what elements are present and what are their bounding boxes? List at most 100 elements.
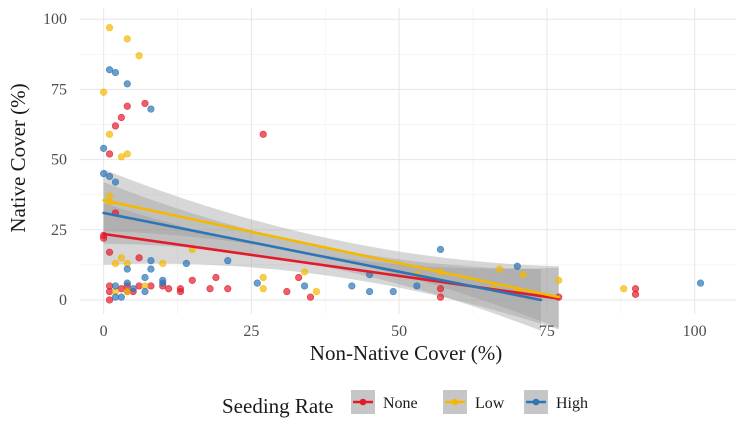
data-point (123, 35, 131, 43)
data-point (123, 150, 131, 158)
data-point (123, 102, 131, 110)
data-point (206, 285, 214, 293)
data-point (224, 257, 232, 265)
data-point (111, 282, 120, 290)
data-point (300, 268, 309, 276)
x-tick-label: 25 (243, 323, 259, 340)
legend-label: None (383, 395, 418, 412)
x-axis-title: Non-Native Cover (%) (310, 341, 502, 365)
data-point (141, 273, 149, 282)
data-point (117, 285, 125, 293)
data-point (117, 153, 125, 161)
data-point (413, 282, 421, 290)
data-point (105, 172, 114, 181)
y-tick-label: 75 (51, 81, 67, 98)
x-tick-label: 100 (683, 323, 707, 340)
data-point (123, 265, 131, 273)
data-point (253, 279, 261, 287)
data-point (306, 293, 315, 301)
data-point (365, 287, 374, 296)
grid (80, 8, 736, 314)
data-point (105, 150, 114, 158)
x-tick-label: 50 (391, 323, 407, 340)
y-tick-label: 50 (51, 152, 67, 169)
data-point (141, 287, 149, 296)
data-point (105, 192, 114, 200)
data-point (555, 276, 563, 284)
data-point (300, 282, 309, 290)
data-point (105, 24, 114, 32)
data-point (100, 144, 108, 152)
data-point (436, 285, 445, 293)
x-tick-label: 75 (539, 323, 555, 340)
data-point (135, 52, 143, 60)
data-point (147, 257, 155, 265)
data-point (111, 68, 120, 77)
data-point (159, 259, 167, 268)
data-point (176, 285, 185, 293)
data-point (147, 105, 155, 113)
data-point (165, 285, 173, 293)
fit-line (102, 199, 561, 299)
data-point (696, 279, 705, 287)
legend: Seeding Rate None Low High (222, 390, 588, 418)
data-point (519, 271, 527, 279)
data-point (123, 279, 131, 287)
data-point (631, 285, 640, 293)
data-point (147, 265, 155, 273)
legend-label: Low (475, 395, 505, 412)
y-axis-title: Native Cover (%) (6, 83, 30, 232)
data-point (123, 80, 131, 88)
data-point (105, 130, 114, 138)
data-point (259, 285, 267, 293)
data-point (389, 287, 397, 296)
data-point (141, 99, 149, 108)
data-point (111, 259, 120, 268)
data-point (100, 88, 108, 96)
data-point (159, 279, 167, 287)
legend-key-point (359, 398, 367, 406)
legend-entries: None Low High (351, 390, 588, 414)
legend-label: High (556, 395, 588, 412)
confidence-bands (103, 169, 559, 331)
data-point (212, 273, 220, 282)
data-point (224, 285, 232, 293)
data-point (188, 276, 196, 284)
data-point (105, 296, 114, 304)
y-tick-label: 100 (43, 11, 67, 28)
data-point (620, 285, 628, 293)
data-point (496, 265, 504, 273)
data-point (283, 287, 291, 296)
fit-lines (102, 199, 561, 302)
data-point (117, 113, 125, 122)
legend-key-point (451, 398, 459, 406)
data-point (312, 287, 320, 296)
data-point (100, 170, 108, 178)
data-point (105, 66, 114, 74)
y-tick-label: 0 (59, 292, 67, 309)
data-point (129, 285, 137, 293)
tick-labels: 0 25 50 75 100 0 25 50 75 100 (43, 11, 707, 340)
data-point (117, 254, 125, 262)
data-point (259, 273, 267, 282)
fit-line (102, 211, 543, 302)
data-point (111, 178, 120, 186)
data-point (135, 254, 143, 262)
data-point (123, 287, 131, 296)
legend-key-point (532, 398, 540, 406)
data-point (436, 293, 445, 301)
data-point (436, 245, 445, 254)
y-tick-label: 25 (51, 222, 67, 239)
data-point (348, 282, 356, 290)
data-point (105, 248, 114, 256)
data-point (117, 293, 125, 301)
x-tick-label: 0 (100, 323, 108, 340)
legend-title: Seeding Rate (222, 394, 333, 418)
data-point (513, 262, 521, 270)
data-point (259, 130, 267, 138)
data-point (182, 259, 190, 268)
data-point (295, 273, 303, 282)
data-point (111, 122, 120, 130)
